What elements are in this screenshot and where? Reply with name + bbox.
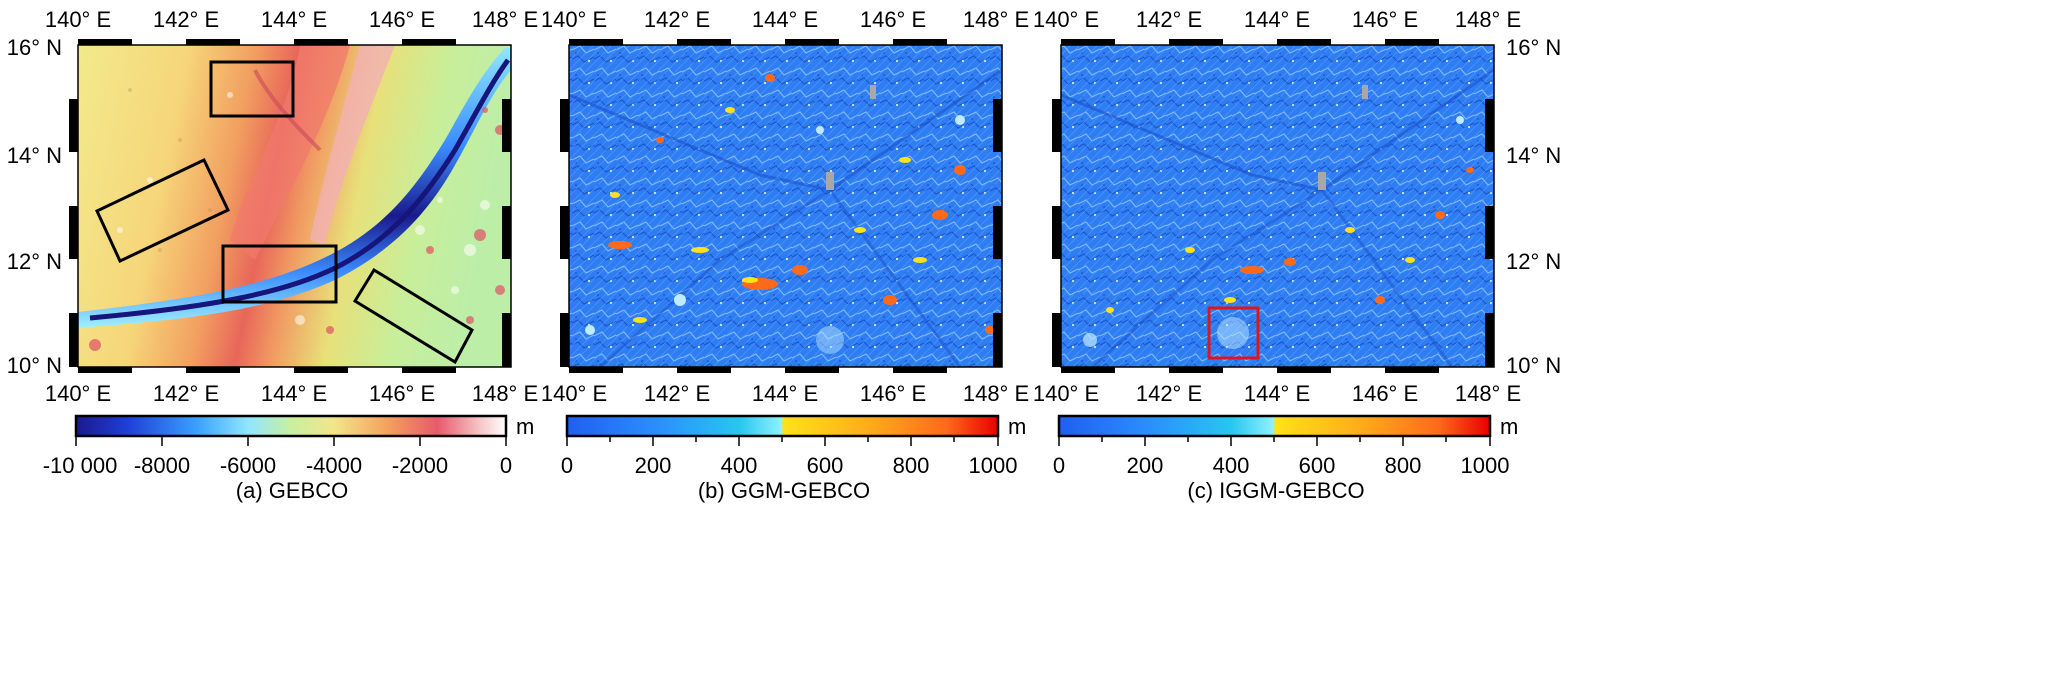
map-frame-b [560, 39, 1003, 373]
colorbar-tick: 1000 [1461, 453, 1510, 478]
lon-label-top: 142° E [644, 7, 710, 32]
colorbar-tick: 800 [1385, 453, 1422, 478]
lat-label: 16° N [7, 35, 62, 60]
lon-label-top: 140° E [541, 7, 607, 32]
colorbar-tick: 200 [635, 453, 672, 478]
lon-label-bottom: 146° E [860, 381, 926, 406]
lon-label-top: 142° E [1136, 7, 1202, 32]
map-c [1060, 45, 1495, 369]
map-frame-c [1052, 39, 1495, 373]
colorbar-c: m 0 200 400 600 800 1000 [1053, 414, 1518, 478]
lat-label: 12° N [1506, 249, 1561, 274]
lon-label-top: 140° E [45, 7, 111, 32]
lon-label-top: 148° E [963, 7, 1029, 32]
lon-label-bottom: 144° E [261, 381, 327, 406]
lon-label-bottom: 146° E [1352, 381, 1418, 406]
colorbar-a: m -10 000 -8000 -6000 -4000 -2000 0 [43, 414, 535, 478]
lat-label: 10° N [1506, 353, 1561, 378]
lon-label-bottom: 142° E [153, 381, 219, 406]
study-box [352, 267, 474, 365]
study-box [209, 60, 295, 118]
colorbar-tick: -4000 [306, 453, 362, 478]
map-a [78, 45, 511, 367]
lon-label-top: 146° E [860, 7, 926, 32]
colorbar-unit: m [1008, 414, 1026, 439]
colorbar-b: m 0 200 400 600 800 1000 [561, 414, 1026, 478]
map-frame-a [69, 39, 512, 373]
lon-label-top: 140° E [1033, 7, 1099, 32]
colorbar-tick: 800 [893, 453, 930, 478]
colorbar-tick: 400 [721, 453, 758, 478]
map-b [568, 45, 1003, 369]
study-boxes-a [95, 60, 474, 365]
colorbar-tick: -2000 [392, 453, 448, 478]
lon-label-bottom: 148° E [1455, 381, 1521, 406]
lat-label: 10° N [7, 353, 62, 378]
panel-caption: (a) GEBCO [236, 478, 348, 503]
colorbar-unit: m [516, 414, 534, 439]
panel-c: 140° E 142° E 144° E 146° E 148° E 140° … [1033, 7, 1561, 503]
study-box [1207, 306, 1260, 360]
colorbar-tick: 0 [561, 453, 573, 478]
colorbar-tick: -8000 [134, 453, 190, 478]
lon-label-bottom: 142° E [1136, 381, 1202, 406]
colorbar-tick: 1000 [969, 453, 1018, 478]
lon-label-bottom: 140° E [1033, 381, 1099, 406]
lon-label-top: 144° E [1244, 7, 1310, 32]
colorbar-tick: 0 [1053, 453, 1065, 478]
lon-label-top: 142° E [153, 7, 219, 32]
lat-label: 14° N [1506, 143, 1561, 168]
lon-label-bottom: 140° E [541, 381, 607, 406]
lon-label-bottom: 144° E [1244, 381, 1310, 406]
panel-caption: (b) GGM-GEBCO [698, 478, 870, 503]
colorbar-tick: 600 [1299, 453, 1336, 478]
lon-label-bottom: 148° E [472, 381, 538, 406]
colorbar-tick: 600 [807, 453, 844, 478]
panel-caption: (c) IGGM-GEBCO [1187, 478, 1364, 503]
lon-label-bottom: 140° E [45, 381, 111, 406]
lon-label-bottom: 146° E [369, 381, 435, 406]
lon-label-top: 146° E [369, 7, 435, 32]
lon-label-bottom: 148° E [963, 381, 1029, 406]
lon-label-bottom: 144° E [752, 381, 818, 406]
lon-label-bottom: 142° E [644, 381, 710, 406]
lon-label-top: 144° E [752, 7, 818, 32]
study-box [95, 158, 231, 264]
colorbar-tick: 0 [500, 453, 512, 478]
lon-label-top: 146° E [1352, 7, 1418, 32]
lat-label: 14° N [7, 143, 62, 168]
colorbar-unit: m [1500, 414, 1518, 439]
study-box [221, 244, 338, 304]
lat-label: 12° N [7, 249, 62, 274]
colorbar-tick: 400 [1213, 453, 1250, 478]
panel-a: 140° E 142° E 144° E 146° E 148° E 140° … [7, 7, 538, 503]
colorbar-tick: -10 000 [43, 453, 118, 478]
lon-label-top: 148° E [1455, 7, 1521, 32]
lat-label: 16° N [1506, 35, 1561, 60]
lon-label-top: 144° E [261, 7, 327, 32]
panel-b: 140° E 142° E 144° E 146° E 148° E 140° … [541, 7, 1029, 503]
colorbar-tick: 200 [1127, 453, 1164, 478]
lon-label-top: 148° E [472, 7, 538, 32]
colorbar-tick: -6000 [220, 453, 276, 478]
